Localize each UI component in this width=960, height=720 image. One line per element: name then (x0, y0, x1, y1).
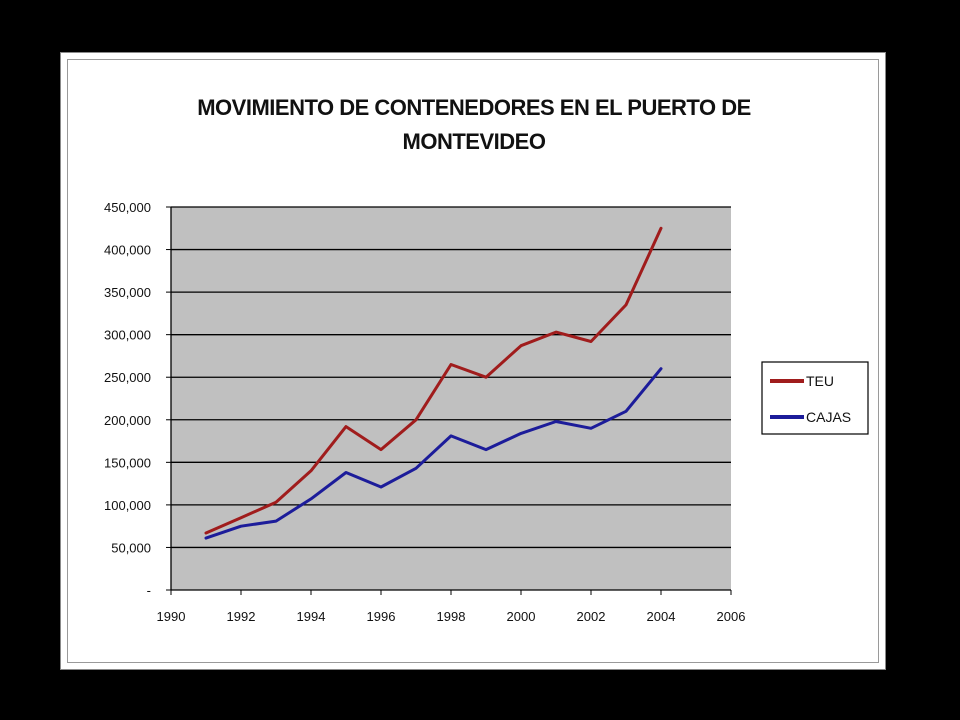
chart-inner-border (67, 59, 879, 663)
legend-box (761, 361, 869, 435)
x-tick-label: 1990 (157, 609, 186, 624)
x-tick-label: 1994 (297, 609, 326, 624)
plot-area (171, 207, 731, 590)
y-tick-label: 300,000 (104, 328, 151, 343)
x-tick-label: 2004 (647, 609, 676, 624)
y-tick-label: 400,000 (104, 243, 151, 258)
chart-title-line-1: MOVIMIENTO DE CONTENEDORES EN EL PUERTO … (197, 95, 751, 120)
y-tick-label: 200,000 (104, 413, 151, 428)
x-tick-label: 1998 (437, 609, 466, 624)
x-tick-label: 1996 (367, 609, 396, 624)
y-tick-label: 50,000 (111, 540, 151, 555)
x-tick-label: 2002 (577, 609, 606, 624)
y-tick-label: 350,000 (104, 285, 151, 300)
legend-label-cajas: CAJAS (806, 409, 851, 425)
chart-title: MOVIMIENTO DE CONTENEDORES EN EL PUERTO … (61, 91, 887, 159)
series-line-teu (204, 226, 663, 535)
y-tick-label: 450,000 (104, 200, 151, 215)
y-tick-label: 150,000 (104, 455, 151, 470)
y-tick-label: 250,000 (104, 370, 151, 385)
chart-title-line-2: MONTEVIDEO (402, 129, 546, 154)
x-tick-label: 2000 (507, 609, 536, 624)
x-tick-label: 1992 (227, 609, 256, 624)
x-tick-label: 2006 (717, 609, 746, 624)
y-tick-label: - (147, 583, 151, 598)
y-tick-label: 100,000 (104, 498, 151, 513)
legend-label-teu: TEU (806, 373, 834, 389)
series-line-cajas (204, 367, 663, 540)
